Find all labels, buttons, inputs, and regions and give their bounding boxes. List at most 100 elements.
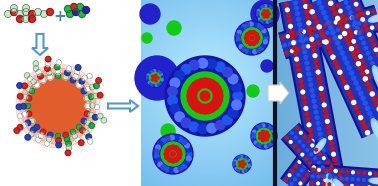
Circle shape <box>167 157 172 162</box>
Circle shape <box>307 21 311 25</box>
Circle shape <box>237 159 247 169</box>
Circle shape <box>363 77 367 81</box>
Circle shape <box>5 10 11 17</box>
Circle shape <box>317 25 321 29</box>
Circle shape <box>347 6 350 9</box>
Circle shape <box>295 6 298 10</box>
Circle shape <box>300 169 303 172</box>
Circle shape <box>333 60 337 64</box>
Circle shape <box>157 77 159 79</box>
Circle shape <box>317 127 321 130</box>
Circle shape <box>316 121 320 125</box>
Circle shape <box>293 46 296 50</box>
Circle shape <box>259 145 262 148</box>
Circle shape <box>303 101 307 105</box>
Circle shape <box>329 169 332 172</box>
Circle shape <box>245 39 249 43</box>
Circle shape <box>328 183 331 186</box>
Circle shape <box>324 179 327 181</box>
Circle shape <box>328 50 333 54</box>
Circle shape <box>248 161 250 163</box>
Circle shape <box>314 151 316 154</box>
Circle shape <box>296 12 299 16</box>
Circle shape <box>262 130 265 133</box>
Circle shape <box>338 70 342 74</box>
Circle shape <box>308 29 311 32</box>
Circle shape <box>376 53 378 57</box>
Circle shape <box>309 169 312 171</box>
Ellipse shape <box>371 15 378 21</box>
Circle shape <box>70 77 76 83</box>
Circle shape <box>336 174 339 178</box>
Circle shape <box>299 39 302 42</box>
Circle shape <box>233 91 243 101</box>
Circle shape <box>355 31 358 34</box>
Circle shape <box>337 182 339 185</box>
Circle shape <box>361 18 364 21</box>
Circle shape <box>270 127 273 130</box>
Circle shape <box>189 60 199 70</box>
Circle shape <box>215 120 225 130</box>
Circle shape <box>375 72 378 75</box>
Circle shape <box>25 134 31 140</box>
Circle shape <box>26 111 32 117</box>
Circle shape <box>273 13 276 15</box>
Circle shape <box>267 144 271 147</box>
Circle shape <box>328 39 331 42</box>
Circle shape <box>281 36 284 39</box>
Circle shape <box>327 125 330 129</box>
Circle shape <box>322 11 326 15</box>
Circle shape <box>361 60 364 63</box>
Circle shape <box>66 141 71 146</box>
Circle shape <box>336 65 339 69</box>
Circle shape <box>174 168 179 172</box>
Circle shape <box>356 62 361 66</box>
Circle shape <box>333 178 336 181</box>
Circle shape <box>269 6 271 8</box>
Circle shape <box>294 136 297 139</box>
Circle shape <box>191 82 200 92</box>
Circle shape <box>318 132 322 136</box>
Circle shape <box>336 28 339 31</box>
Circle shape <box>374 17 377 20</box>
Circle shape <box>262 5 265 7</box>
Circle shape <box>165 56 245 136</box>
Circle shape <box>84 111 90 117</box>
Circle shape <box>317 147 320 150</box>
Circle shape <box>240 155 243 158</box>
Circle shape <box>168 87 177 96</box>
Circle shape <box>249 22 253 26</box>
Circle shape <box>319 138 323 141</box>
Circle shape <box>370 92 374 96</box>
Circle shape <box>256 126 259 129</box>
Circle shape <box>17 113 23 119</box>
Circle shape <box>170 78 180 88</box>
Circle shape <box>152 79 154 81</box>
Circle shape <box>318 81 322 85</box>
Circle shape <box>235 168 237 170</box>
Circle shape <box>273 132 276 135</box>
Circle shape <box>246 158 248 160</box>
Circle shape <box>267 134 270 138</box>
Circle shape <box>369 172 371 175</box>
Circle shape <box>361 96 365 100</box>
Circle shape <box>94 104 100 110</box>
Circle shape <box>84 95 90 101</box>
Ellipse shape <box>374 69 378 83</box>
Circle shape <box>46 70 52 76</box>
Circle shape <box>253 139 256 142</box>
Circle shape <box>315 167 319 170</box>
Circle shape <box>321 166 324 168</box>
Circle shape <box>248 41 252 45</box>
Circle shape <box>301 39 305 43</box>
Circle shape <box>363 126 367 130</box>
Circle shape <box>329 22 332 25</box>
Circle shape <box>257 9 260 12</box>
Circle shape <box>313 156 317 160</box>
Circle shape <box>356 15 359 18</box>
Circle shape <box>182 140 187 144</box>
Circle shape <box>293 145 296 147</box>
Circle shape <box>361 72 365 76</box>
Circle shape <box>288 25 292 28</box>
Circle shape <box>161 165 166 170</box>
